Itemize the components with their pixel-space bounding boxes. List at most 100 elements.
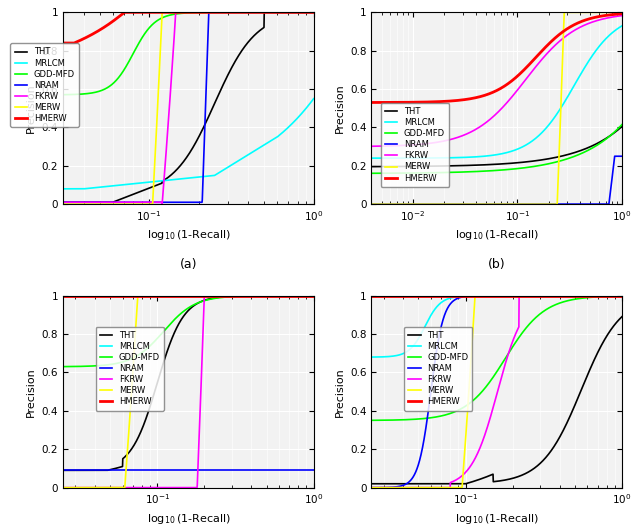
Line: MERW: MERW [371, 296, 622, 488]
MRLCM [60, 293, 67, 299]
FKRW [232, 9, 239, 15]
FKRW [260, 9, 268, 15]
FKRW [568, 29, 575, 36]
MERW [618, 9, 626, 15]
HMERW [170, 9, 177, 15]
Y-axis label: Precision: Precision [335, 83, 344, 133]
Line: FKRW: FKRW [371, 15, 622, 146]
MERW [161, 293, 168, 299]
THT [231, 293, 239, 299]
GDD-MFD [255, 293, 262, 299]
FKRW [367, 484, 375, 491]
MERW [472, 293, 479, 299]
THT [60, 467, 67, 473]
Line: MERW: MERW [63, 12, 314, 204]
HMERW [540, 293, 547, 299]
MERW [540, 293, 548, 299]
HMERW [60, 40, 67, 46]
HMERW [255, 9, 262, 15]
MRLCM [393, 155, 401, 161]
HMERW [310, 293, 317, 299]
HMERW [618, 293, 626, 299]
MERW [618, 293, 626, 299]
Legend: THT, MRLCM, GDD-MFD, NRAM, FKRW, MERW, HMERW: THT, MRLCM, GDD-MFD, NRAM, FKRW, MERW, H… [95, 326, 164, 411]
GDD-MFD [367, 170, 375, 176]
GDD-MFD [161, 14, 168, 20]
GDD-MFD [85, 90, 93, 96]
HMERW [469, 95, 477, 102]
MRLCM [478, 153, 486, 160]
THT [85, 467, 93, 473]
Legend: THT, MRLCM, GDD-MFD, NRAM, FKRW, MERW, HMERW: THT, MRLCM, GDD-MFD, NRAM, FKRW, MERW, H… [404, 326, 472, 411]
HMERW [259, 9, 267, 15]
MERW [134, 293, 141, 299]
HMERW [161, 293, 168, 299]
THT [563, 420, 571, 427]
FKRW [568, 293, 575, 299]
NRAM [618, 293, 626, 299]
THT [540, 156, 547, 163]
MRLCM [563, 95, 571, 101]
FKRW [618, 293, 626, 299]
MERW [259, 9, 267, 15]
MERW [170, 293, 177, 299]
GDD-MFD [259, 9, 267, 15]
GDD-MFD [231, 9, 239, 15]
GDD-MFD [60, 92, 67, 98]
MRLCM [170, 176, 177, 183]
THT [60, 199, 67, 206]
MERW [85, 201, 93, 207]
MRLCM [161, 293, 168, 299]
Text: (a): (a) [180, 258, 197, 271]
MRLCM [367, 354, 375, 360]
MRLCM [310, 95, 317, 102]
MERW [393, 201, 401, 207]
NRAM [540, 293, 547, 299]
THT [367, 163, 375, 170]
MRLCM [255, 145, 262, 152]
Line: HMERW: HMERW [63, 12, 314, 43]
GDD-MFD [563, 298, 571, 304]
GDD-MFD [540, 162, 547, 168]
HMERW [393, 99, 401, 105]
MRLCM [393, 352, 401, 359]
MERW [158, 9, 166, 15]
NRAM [367, 201, 375, 207]
NRAM [259, 467, 267, 473]
FKRW [310, 293, 317, 299]
FKRW [618, 12, 626, 19]
NRAM [568, 293, 575, 299]
MRLCM [231, 160, 239, 166]
MERW [161, 9, 168, 15]
GDD-MFD [231, 293, 239, 299]
THT [367, 481, 375, 487]
THT [259, 25, 267, 31]
NRAM [393, 201, 401, 207]
HMERW [540, 46, 547, 52]
FKRW [172, 9, 180, 15]
MRLCM [170, 293, 177, 299]
HMERW [618, 11, 626, 17]
GDD-MFD [170, 317, 177, 324]
MRLCM [469, 154, 477, 160]
MERW [60, 484, 67, 491]
FKRW [158, 201, 166, 207]
NRAM [205, 9, 212, 15]
THT [563, 152, 571, 158]
NRAM [161, 467, 168, 473]
MERW [478, 201, 486, 207]
THT [568, 410, 575, 417]
FKRW [310, 9, 317, 15]
GDD-MFD [469, 169, 477, 175]
MRLCM [231, 293, 239, 299]
FKRW [393, 484, 401, 491]
NRAM [85, 467, 93, 473]
Line: MRLCM: MRLCM [371, 26, 622, 158]
NRAM [563, 293, 571, 299]
NRAM [85, 199, 93, 206]
THT [618, 123, 626, 130]
HMERW [563, 293, 571, 299]
FKRW [161, 484, 168, 491]
Line: GDD-MFD: GDD-MFD [371, 296, 622, 420]
MERW [393, 484, 401, 491]
